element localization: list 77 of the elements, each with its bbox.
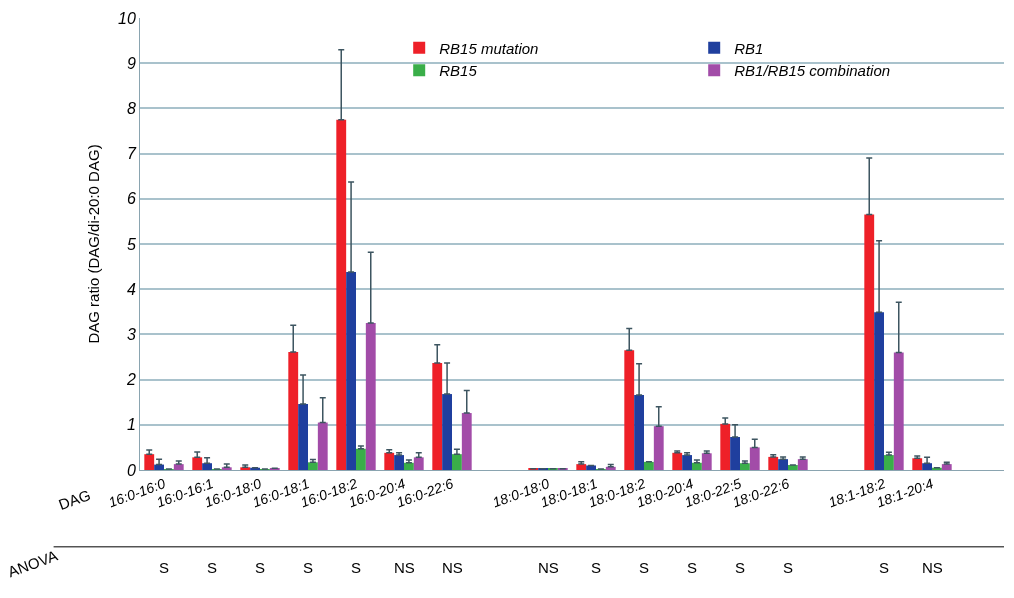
bar xyxy=(864,214,875,470)
y-tick-label: 9 xyxy=(126,54,136,72)
text: S xyxy=(591,559,602,576)
bar xyxy=(442,394,452,470)
bar xyxy=(432,362,443,470)
y-axis-title: DAG ratio (DAG/di-20:0 DAG) xyxy=(85,144,103,344)
bar xyxy=(461,413,472,470)
bar xyxy=(740,463,750,470)
text: NS xyxy=(922,559,943,576)
bar xyxy=(413,457,424,470)
bar xyxy=(884,455,894,470)
bar xyxy=(576,464,587,470)
text: S xyxy=(879,559,890,576)
bar xyxy=(912,458,923,470)
bar xyxy=(797,459,808,470)
bar xyxy=(778,459,788,470)
bar xyxy=(730,437,740,470)
bar xyxy=(202,463,212,470)
bar xyxy=(394,455,404,470)
bar xyxy=(317,422,328,470)
bar xyxy=(720,423,731,470)
bar xyxy=(644,461,654,470)
text: S xyxy=(783,559,794,576)
y-tick-label: 5 xyxy=(126,235,136,253)
legend-label: RB15 xyxy=(439,62,478,80)
bar xyxy=(624,350,635,470)
bar xyxy=(356,448,366,470)
legend-label: RB15 mutation xyxy=(439,39,539,57)
bar xyxy=(144,454,155,470)
bar xyxy=(701,453,712,470)
bar xyxy=(682,455,692,470)
text: S xyxy=(159,559,170,576)
y-tick-label: 2 xyxy=(125,371,136,389)
y-tick-label: 3 xyxy=(126,326,136,343)
bar xyxy=(365,323,376,470)
y-tick-label: 7 xyxy=(126,145,137,163)
bar xyxy=(922,463,932,470)
bar xyxy=(404,462,414,470)
legend-label: RB1/RB15 combination xyxy=(734,62,891,80)
bar xyxy=(653,426,664,470)
text: S xyxy=(639,559,650,576)
bar xyxy=(692,462,702,470)
bar xyxy=(384,452,395,470)
bar xyxy=(192,457,203,470)
text: S xyxy=(255,559,266,576)
text: NS xyxy=(394,559,415,576)
bar xyxy=(298,404,308,470)
text: S xyxy=(735,559,746,576)
text: S xyxy=(207,559,218,576)
y-tick-label: 8 xyxy=(126,100,136,117)
bar xyxy=(749,447,760,470)
bar xyxy=(154,464,164,470)
text: S xyxy=(303,559,314,576)
bar xyxy=(308,462,318,470)
bar xyxy=(336,119,347,470)
bar xyxy=(768,456,779,470)
bar xyxy=(874,312,884,470)
y-tick-label: 10 xyxy=(118,9,136,27)
y-tick-label: 0 xyxy=(126,461,136,479)
text: DAG xyxy=(56,486,93,514)
bar xyxy=(893,352,904,470)
bar xyxy=(173,464,184,470)
text: NS xyxy=(442,559,463,576)
bar xyxy=(452,454,462,470)
bar xyxy=(288,352,299,470)
bar xyxy=(788,465,798,470)
bar xyxy=(634,394,644,470)
y-tick-label: 4 xyxy=(126,280,136,298)
text: S xyxy=(351,559,362,576)
bar xyxy=(941,464,952,470)
text: S xyxy=(687,559,698,576)
y-tick-label: 6 xyxy=(126,190,136,208)
legend-label: RB1 xyxy=(734,39,764,57)
bar xyxy=(672,452,683,470)
bar xyxy=(346,272,356,470)
y-tick-label: 1 xyxy=(126,416,136,434)
text: NS xyxy=(538,559,559,576)
